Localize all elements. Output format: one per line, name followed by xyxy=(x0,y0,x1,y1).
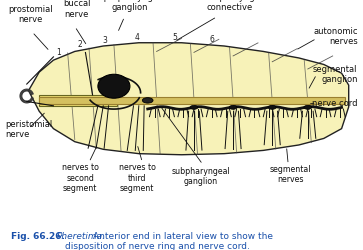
Text: prostomial
nerve: prostomial nerve xyxy=(8,5,53,24)
Ellipse shape xyxy=(304,106,312,109)
Text: nerves to
third
segment: nerves to third segment xyxy=(119,164,155,193)
Text: nerve cord: nerve cord xyxy=(312,99,358,108)
Text: 1: 1 xyxy=(56,48,61,57)
Text: disposition of nerve ring and nerve cord.: disposition of nerve ring and nerve cord… xyxy=(65,242,250,250)
Ellipse shape xyxy=(229,106,237,109)
Text: peristomial
nerve: peristomial nerve xyxy=(5,120,53,140)
Text: 6: 6 xyxy=(209,35,214,44)
Polygon shape xyxy=(29,43,349,155)
Text: segmental
ganglion: segmental ganglion xyxy=(313,64,358,84)
Text: 2: 2 xyxy=(78,40,82,49)
Text: subpharyngeal
ganglion: subpharyngeal ganglion xyxy=(172,167,231,186)
Text: 5: 5 xyxy=(172,33,177,42)
Text: Anterior end in lateral view to show the: Anterior end in lateral view to show the xyxy=(93,232,273,241)
Text: 4: 4 xyxy=(135,33,139,42)
Text: autonomic
nerves: autonomic nerves xyxy=(313,26,358,46)
Polygon shape xyxy=(39,95,118,106)
Ellipse shape xyxy=(190,106,198,109)
Text: segmental
nerves: segmental nerves xyxy=(269,164,311,184)
Text: circumpharyngeal
connective: circumpharyngeal connective xyxy=(191,0,268,12)
Text: suprapharyngeal
ganglion: suprapharyngeal ganglion xyxy=(94,0,166,12)
Polygon shape xyxy=(39,97,345,104)
Text: 3: 3 xyxy=(103,36,107,45)
Ellipse shape xyxy=(98,74,130,98)
Text: Fig. 66.26.: Fig. 66.26. xyxy=(11,232,65,241)
Text: buccal
nerve: buccal nerve xyxy=(63,0,90,19)
Ellipse shape xyxy=(268,106,276,109)
Text: nerves to
second
segment: nerves to second segment xyxy=(62,164,98,193)
Ellipse shape xyxy=(142,98,153,103)
Text: Pheretima.: Pheretima. xyxy=(56,232,105,241)
